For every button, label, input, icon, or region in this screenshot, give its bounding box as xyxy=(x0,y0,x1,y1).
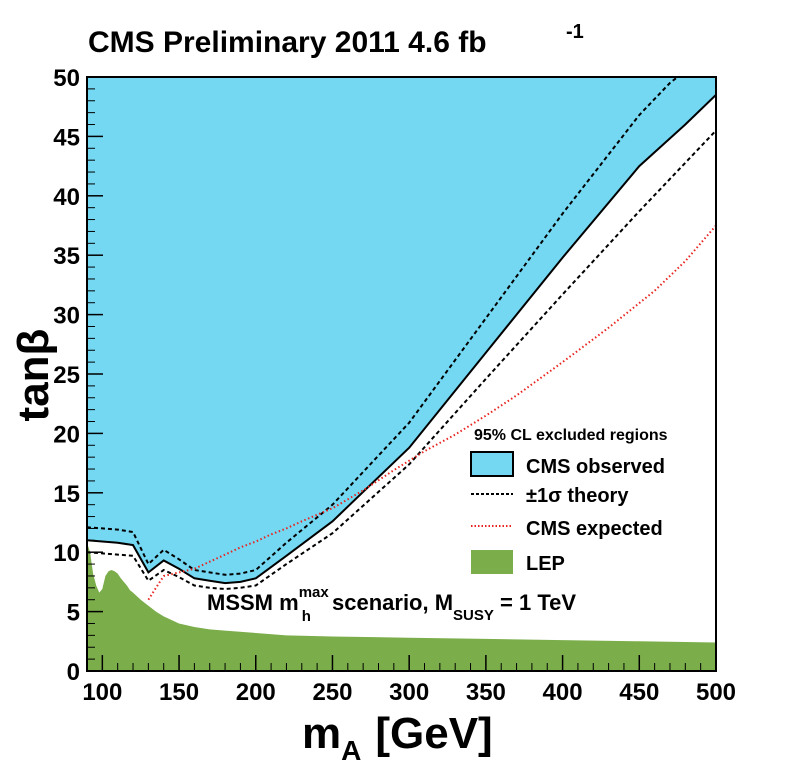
y-tick-label: 45 xyxy=(53,124,80,151)
legend-title: 95% CL excluded regions xyxy=(474,427,668,444)
x-tick-label: 500 xyxy=(696,679,736,706)
y-tick-label: 25 xyxy=(53,362,80,389)
y-tick-label: 0 xyxy=(67,659,80,686)
y-tick-label: 5 xyxy=(67,600,80,627)
x-tick-label: 150 xyxy=(159,679,199,706)
x-tick-label: 200 xyxy=(236,679,276,706)
legend: 95% CL excluded regions CMS observed ±1σ… xyxy=(470,427,668,575)
y-axis: 0 5 10 15 20 25 30 35 40 45 50 xyxy=(53,65,103,686)
cms-observed-area xyxy=(87,77,716,584)
theory-upper-line xyxy=(87,77,680,576)
x-tick-label: 450 xyxy=(619,679,659,706)
legend-swatch-lep xyxy=(471,550,513,574)
legend-swatch-cms-observed xyxy=(470,451,514,477)
x-axis: 100 150 200 250 300 350 400 450 500 xyxy=(82,655,736,706)
x-tick-label: 350 xyxy=(466,679,506,706)
y-tick-label: 10 xyxy=(53,540,80,567)
plot-area xyxy=(87,77,716,671)
x-tick-label: 300 xyxy=(389,679,429,706)
x-axis-title: mA [GeV] xyxy=(302,709,493,766)
legend-label-cms-observed: CMS observed xyxy=(526,456,665,478)
y-tick-label: 20 xyxy=(53,421,80,448)
y-tick-label: 30 xyxy=(53,303,80,330)
y-tick-label: 15 xyxy=(53,481,80,508)
x-tick-label: 250 xyxy=(312,679,352,706)
cms-observed-line xyxy=(87,94,716,585)
legend-label-lep: LEP xyxy=(526,553,565,575)
chart-title-superscript: -1 xyxy=(566,21,584,43)
y-tick-label: 35 xyxy=(53,243,80,270)
scenario-annotation: MSSM mmax h scenario, MSUSY = 1 TeV xyxy=(207,584,576,625)
legend-label-cms-expected: CMS expected xyxy=(526,518,663,540)
x-tick-label: 400 xyxy=(543,679,583,706)
chart-title: CMS Preliminary 2011 4.6 fb xyxy=(88,26,487,59)
y-tick-label: 40 xyxy=(53,184,80,211)
lep-area xyxy=(87,542,716,671)
y-axis-title: tanβ xyxy=(9,329,58,422)
legend-label-theory: ±1σ theory xyxy=(526,485,629,507)
y-tick-label: 50 xyxy=(53,65,80,92)
x-tick-label: 100 xyxy=(82,679,122,706)
cms-expected-line xyxy=(147,224,716,601)
